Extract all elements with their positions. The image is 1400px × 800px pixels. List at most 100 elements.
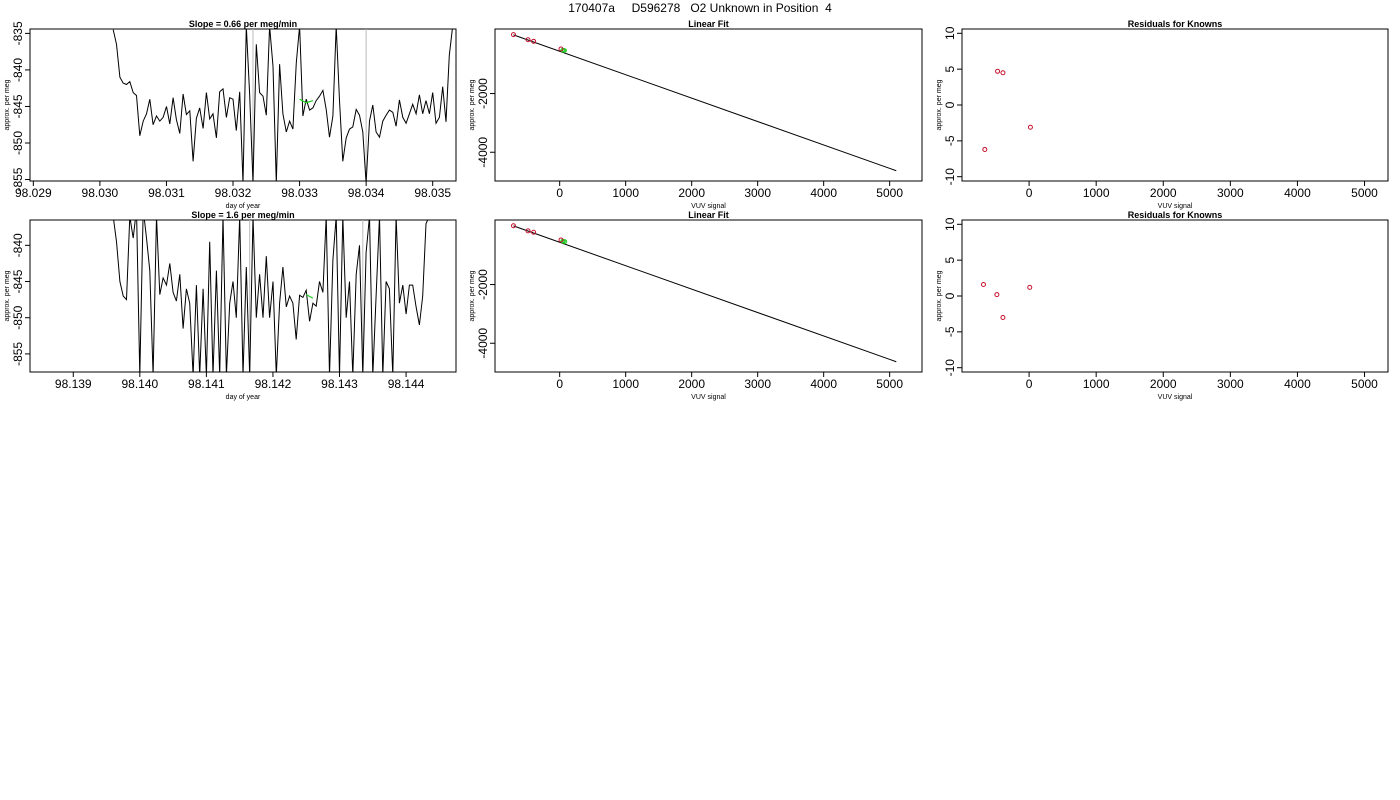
x-tick-label: 1000 bbox=[1083, 377, 1110, 391]
chart-panel-fit2: Linear Fit VUV signal approx. per meg 0 1000… bbox=[469, 210, 923, 401]
x-tick-label: 98.033 bbox=[281, 186, 318, 200]
y-axis-label: approx. per meg bbox=[4, 270, 11, 321]
x-tick-label: 1000 bbox=[1083, 186, 1110, 200]
known-point bbox=[525, 228, 531, 234]
x-tick-label: 98.035 bbox=[414, 186, 451, 200]
panel-title: Slope = 1.6 per meg/min bbox=[191, 210, 294, 220]
panel-title: Linear Fit bbox=[688, 19, 729, 29]
plot-frame bbox=[494, 219, 923, 373]
series-line bbox=[113, 220, 429, 372]
x-tick-label: 5000 bbox=[876, 186, 903, 200]
plot-frame bbox=[29, 28, 457, 182]
x-tick-label: 98.139 bbox=[55, 377, 92, 391]
panel-title: Residuals for Knowns bbox=[1128, 19, 1223, 29]
known-point bbox=[1027, 124, 1033, 130]
known-point bbox=[525, 37, 531, 43]
x-tick-label: 4000 bbox=[1284, 377, 1311, 391]
fit-line bbox=[513, 225, 897, 363]
chart-panel-fit1: Linear Fit VUV signal approx. per meg 0 1000… bbox=[469, 19, 923, 210]
x-tick-label: 98.143 bbox=[321, 377, 358, 391]
chart-panel-res1: Residuals for Knowns VUV signal approx. pe… bbox=[936, 19, 1389, 210]
y-tick-label: -10 bbox=[943, 359, 957, 377]
x-tick-label: 2000 bbox=[678, 186, 705, 200]
x-tick-label: 2000 bbox=[678, 377, 705, 391]
x-tick-label: 4000 bbox=[1284, 186, 1311, 200]
known-point bbox=[994, 292, 1000, 298]
known-point bbox=[982, 146, 988, 152]
y-tick-label: -5 bbox=[943, 135, 957, 146]
y-tick-label: 5 bbox=[943, 256, 957, 263]
y-tick-label: 0 bbox=[943, 101, 957, 108]
x-tick-label: 2000 bbox=[1150, 186, 1177, 200]
y-tick-label: -845 bbox=[11, 269, 25, 293]
x-axis-label: day of year bbox=[226, 394, 261, 401]
x-tick-label: 98.034 bbox=[348, 186, 385, 200]
highlight-segment bbox=[299, 98, 314, 104]
chart-panel-res2: Residuals for Knowns VUV signal approx. pe… bbox=[936, 210, 1389, 401]
known-point bbox=[510, 223, 516, 229]
known-point bbox=[510, 32, 516, 38]
plot-area bbox=[510, 32, 897, 172]
x-tick-label: 5000 bbox=[1351, 377, 1378, 391]
y-tick-label: 10 bbox=[943, 26, 957, 40]
plot-frame bbox=[961, 219, 1389, 373]
panel-group: Slope = 0.66 per meg/min day of year appro… bbox=[4, 19, 1389, 401]
y-tick-label: -840 bbox=[11, 58, 25, 82]
y-tick-label: -2000 bbox=[476, 269, 490, 300]
known-point bbox=[1000, 70, 1006, 76]
plot-area bbox=[113, 220, 429, 372]
y-tick-label: 5 bbox=[943, 65, 957, 72]
y-tick-label: -4000 bbox=[476, 137, 490, 168]
y-axis-label: approx. per meg bbox=[4, 79, 11, 130]
x-tick-label: 0 bbox=[1026, 186, 1033, 200]
x-tick-label: 3000 bbox=[744, 377, 771, 391]
x-tick-label: 0 bbox=[556, 377, 563, 391]
y-tick-label: 0 bbox=[943, 292, 957, 299]
x-tick-label: 3000 bbox=[744, 186, 771, 200]
x-axis-label: VUV signal bbox=[1158, 203, 1193, 210]
y-tick-label: -855 bbox=[11, 167, 25, 191]
plot-area bbox=[980, 282, 1033, 321]
y-tick-label: 10 bbox=[943, 217, 957, 231]
plot-area bbox=[510, 223, 897, 363]
x-tick-label: 98.030 bbox=[82, 186, 119, 200]
plot-area bbox=[982, 68, 1033, 152]
x-tick-label: 4000 bbox=[810, 186, 837, 200]
x-tick-label: 0 bbox=[1026, 377, 1033, 391]
y-tick-label: -10 bbox=[943, 168, 957, 186]
known-point bbox=[531, 38, 537, 44]
x-tick-label: 4000 bbox=[810, 377, 837, 391]
y-tick-label: -845 bbox=[11, 94, 25, 118]
y-tick-label: -835 bbox=[11, 21, 25, 45]
plot-frame bbox=[961, 28, 1389, 182]
x-tick-label: 98.142 bbox=[255, 377, 292, 391]
series-line bbox=[112, 29, 453, 181]
x-axis-label: VUV signal bbox=[691, 394, 726, 401]
known-point bbox=[558, 237, 564, 243]
known-point bbox=[558, 46, 564, 52]
y-axis-label: approx. per meg bbox=[936, 79, 943, 130]
known-point bbox=[1000, 315, 1006, 321]
x-tick-label: 98.141 bbox=[188, 377, 225, 391]
x-tick-label: 3000 bbox=[1217, 186, 1244, 200]
y-tick-label: -2000 bbox=[476, 78, 490, 109]
y-axis-label: approx. per meg bbox=[936, 270, 943, 321]
plot-frame bbox=[494, 28, 923, 182]
x-axis-label: day of year bbox=[226, 203, 261, 210]
x-tick-label: 5000 bbox=[1351, 186, 1378, 200]
chart-panel-ts2: Slope = 1.6 per meg/min day of year approx… bbox=[4, 210, 457, 401]
y-tick-label: -855 bbox=[11, 342, 25, 366]
x-tick-label: 2000 bbox=[1150, 377, 1177, 391]
page-title: 170407a D596278 O2 Unknown in Position 4 bbox=[568, 1, 832, 15]
highlight-segment bbox=[305, 294, 314, 299]
y-axis-label: approx. per meg bbox=[469, 270, 476, 321]
known-point bbox=[980, 282, 986, 288]
panel-title: Linear Fit bbox=[688, 210, 729, 220]
panel-title: Residuals for Knowns bbox=[1128, 210, 1223, 220]
y-tick-label: -850 bbox=[11, 131, 25, 155]
panel-title: Slope = 0.66 per meg/min bbox=[189, 19, 297, 29]
x-tick-label: 1000 bbox=[612, 186, 639, 200]
x-axis-label: VUV signal bbox=[1158, 394, 1193, 401]
y-axis-label: approx. per meg bbox=[469, 79, 476, 130]
